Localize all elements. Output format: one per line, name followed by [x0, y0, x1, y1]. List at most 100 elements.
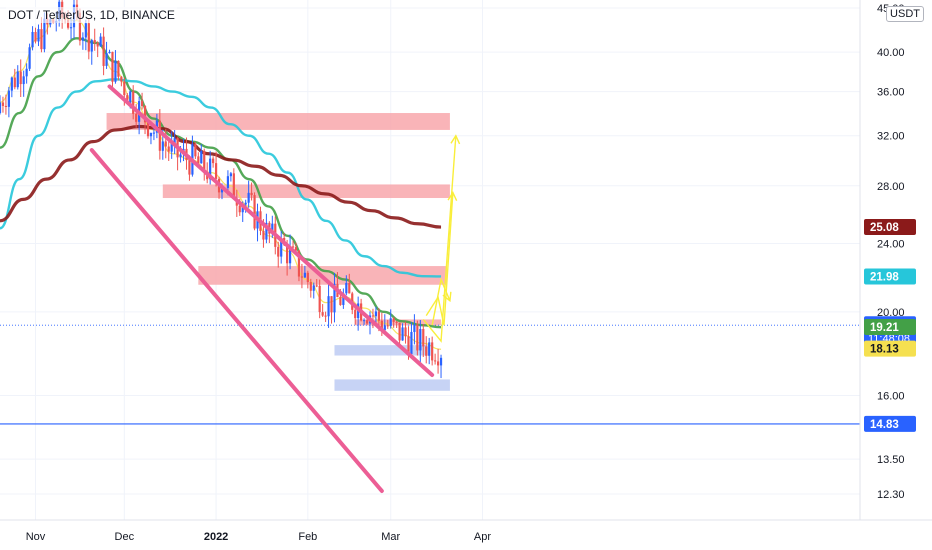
ma-cyan-line [0, 78, 442, 278]
candle-body [362, 320, 366, 322]
time-tick-label: Feb [298, 531, 317, 543]
ma-maroon-line [0, 124, 442, 229]
candle-body [226, 176, 230, 188]
price-tick-label: 12.30 [877, 489, 905, 501]
candle-body [333, 283, 336, 313]
time-tick-label: Nov [26, 531, 46, 543]
candle-body [439, 357, 443, 366]
candle-body [422, 328, 425, 347]
candle-body [277, 246, 280, 257]
candle-body [87, 23, 90, 52]
price-tick-label: 28.00 [877, 181, 905, 193]
candle-body [188, 160, 191, 175]
projection-arrow-head [442, 291, 452, 303]
candle-body [66, 19, 70, 28]
channel-upper-line [107, 84, 435, 377]
candle-body [105, 53, 108, 66]
candle-body [123, 81, 126, 96]
candle-body [395, 321, 398, 323]
candle-body [158, 120, 161, 151]
time-axis[interactable]: Nov Dec 2022 Feb Mar Apr [0, 519, 932, 543]
price-label-value: 25.08 [870, 222, 899, 234]
candle-body [297, 250, 301, 277]
candle-body [398, 322, 401, 341]
candle-body [280, 237, 283, 257]
price-label-value: 19.21 [870, 322, 899, 334]
candle-body [431, 342, 434, 361]
candle-body [288, 246, 292, 264]
candle-body [167, 146, 170, 152]
candle-body [96, 42, 99, 47]
candle-body [25, 68, 28, 77]
price-tick-label: 40.00 [877, 47, 905, 59]
candle-body [16, 71, 19, 88]
chart-title: DOT / TetherUS, 1D, BINANCE [6, 7, 177, 23]
candle-body [410, 331, 413, 355]
trend-channel[interactable] [89, 84, 435, 493]
projection-arrow-path [431, 277, 451, 326]
candle-body [43, 18, 46, 50]
price-label-bg [864, 268, 916, 285]
price-label-bg [864, 340, 916, 357]
candle-body [354, 309, 357, 319]
price-tick-label: 16.00 [877, 390, 905, 402]
moving-averages [0, 15, 442, 350]
candle-body [0, 102, 2, 114]
candle-body [434, 360, 437, 362]
candle-body [140, 101, 144, 107]
candle-body [197, 156, 200, 164]
channel-lower-line [89, 148, 384, 493]
candle-body [238, 205, 241, 213]
candle-body [117, 60, 120, 77]
candle-body [78, 12, 82, 41]
candle-body [401, 327, 404, 341]
candle-body [365, 320, 369, 324]
candle-body [200, 150, 203, 164]
candle-body [265, 222, 268, 240]
candle-body [37, 29, 40, 42]
candle-body [241, 204, 244, 213]
candle-body [90, 39, 93, 52]
candle-body [28, 47, 31, 69]
candle-body [93, 39, 96, 43]
price-label-value: 18.13 [870, 344, 899, 356]
candle-body [135, 113, 138, 122]
candle-body [425, 346, 428, 356]
candle-body [22, 76, 25, 85]
price-label-bg [864, 219, 916, 236]
time-tick-label: Mar [381, 531, 400, 543]
candle-body [271, 223, 274, 234]
candle-body [291, 246, 295, 248]
candle-body [19, 71, 22, 85]
candle-body [253, 195, 256, 229]
projection-arrow-head [450, 134, 461, 145]
price-label-bg [864, 318, 916, 335]
projection-arrow-path [425, 192, 454, 326]
candle-body [10, 77, 13, 91]
candle-body [212, 158, 215, 164]
candle-body [203, 150, 206, 172]
candle-body [120, 76, 123, 82]
candle-body [404, 327, 407, 337]
candle-body [152, 132, 156, 134]
candle-body [327, 296, 330, 317]
candle-body [386, 325, 389, 327]
candle-body [102, 36, 105, 66]
candle-body [220, 188, 224, 193]
projection-arrow-head [447, 191, 458, 201]
candle-body [146, 122, 150, 137]
candle-body [419, 328, 422, 351]
candle-body [262, 230, 265, 240]
candle-body [108, 51, 111, 54]
candle-body [377, 311, 380, 321]
candle-body [69, 27, 73, 29]
candle-body [306, 272, 309, 283]
price-tick-label: 36.00 [877, 87, 905, 99]
candle-body [342, 293, 345, 305]
currency-badge[interactable]: USDT [886, 6, 924, 22]
candle-body [170, 143, 173, 152]
candle-body [324, 315, 327, 317]
projection-arrows[interactable] [422, 134, 461, 343]
